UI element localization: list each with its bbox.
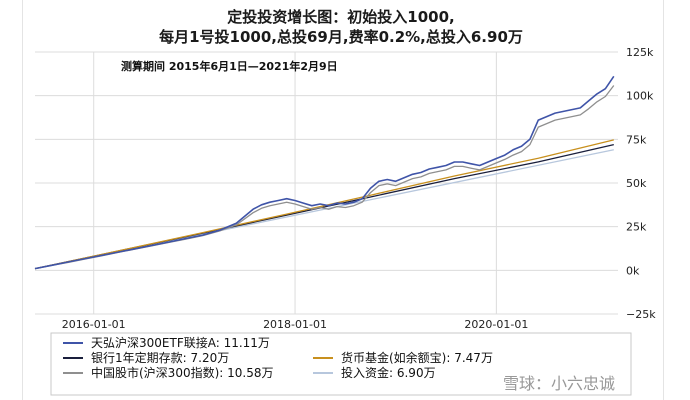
x-tick-label: 2016-01-01 bbox=[62, 318, 126, 331]
chart-title-line-1: 定投投资增长图：初始投入1000, bbox=[227, 8, 454, 26]
series-line-0 bbox=[34, 75, 615, 270]
y-tick-label: 25k bbox=[626, 221, 647, 234]
chart-title-line-2: 每月1号投1000,总投69月,费率0.2%,总投入6.90万 bbox=[159, 28, 523, 46]
x-tick-label: 2018-01-01 bbox=[263, 318, 327, 331]
series-line-2 bbox=[34, 139, 614, 270]
measurement-period-label: 测算期间 2015年6月1日—2021年2月9日 bbox=[121, 59, 338, 73]
series-lines bbox=[34, 75, 615, 270]
legend-label-3: 中国股市(沪深300指数): 10.58万 bbox=[91, 365, 273, 380]
y-tick-label: −25k bbox=[626, 308, 656, 321]
x-axis-ticks: 2016-01-01 2018-01-01 2020-01-01 bbox=[62, 318, 529, 331]
y-tick-label: 75k bbox=[626, 133, 647, 146]
y-tick-label: 50k bbox=[626, 177, 647, 190]
y-tick-label: 100k bbox=[626, 90, 654, 103]
legend-box bbox=[50, 332, 632, 396]
grid-lines bbox=[35, 51, 618, 315]
legend-label-1: 银行1年定期存款: 7.20万 bbox=[91, 350, 229, 365]
y-axis-ticks: 125k 100k 75k 50k 25k 0k −25k bbox=[626, 46, 656, 321]
y-tick-label: 125k bbox=[626, 46, 654, 59]
xueqiu-watermark: 雪球：小六忠诚 bbox=[503, 374, 615, 393]
chart-frame: 定投投资增长图：初始投入1000, 每月1号投1000,总投69月,费率0.2%… bbox=[22, 0, 664, 400]
growth-chart: 定投投资增长图：初始投入1000, 每月1号投1000,总投69月,费率0.2%… bbox=[34, 8, 656, 396]
x-tick-label: 2020-01-01 bbox=[464, 318, 528, 331]
legend-label-4: 投入资金: 6.90万 bbox=[341, 365, 436, 380]
legend-label-0: 天弘沪深300ETF联接A: 11.11万 bbox=[91, 335, 270, 350]
y-tick-label: 0k bbox=[626, 264, 640, 277]
legend-label-2: 货币基金(如余额宝): 7.47万 bbox=[341, 350, 493, 365]
